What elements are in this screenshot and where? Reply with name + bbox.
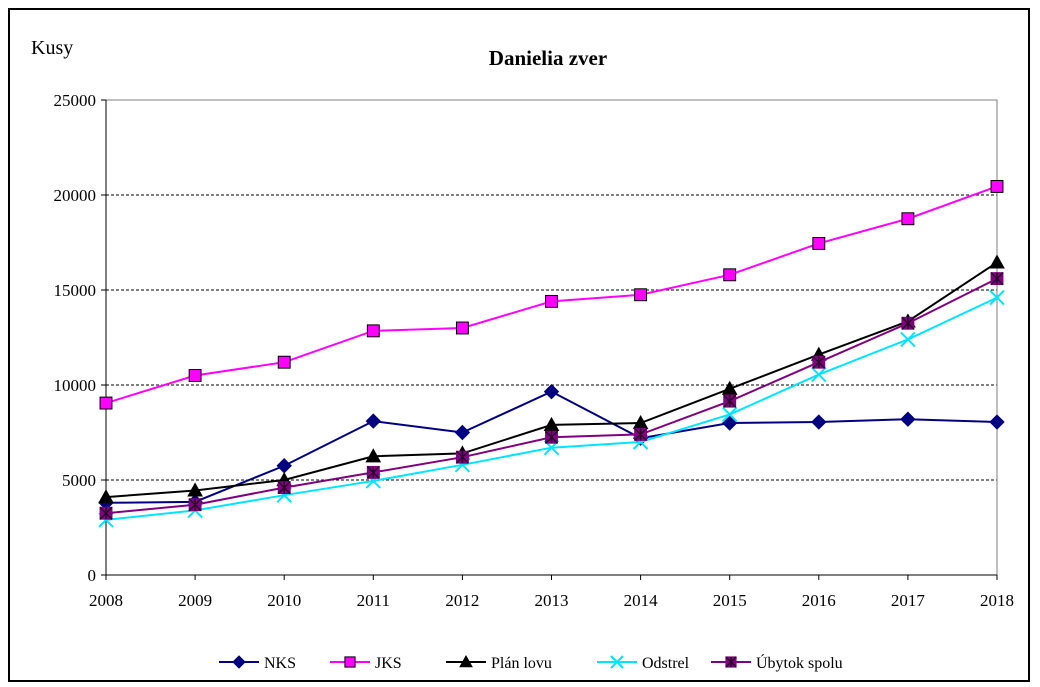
data-point <box>545 430 558 444</box>
data-point <box>365 448 382 463</box>
marker-stroke <box>811 366 827 383</box>
series-line <box>105 185 998 405</box>
data-point <box>811 414 827 430</box>
series-line <box>105 296 998 521</box>
series-pl-n-lovu <box>98 254 1005 504</box>
y-tick-label: 0 <box>88 566 97 585</box>
legend-item: Odstrel <box>597 655 690 672</box>
axes: 0 5000 10000 15000 20000 25000 2008 2009 2010 201… <box>54 91 1015 610</box>
data-point <box>366 324 380 338</box>
data-point <box>232 655 246 669</box>
x-tick-label: 2011 <box>357 591 390 610</box>
x-tick-label: 2013 <box>535 591 569 610</box>
y-tick-label: 15000 <box>54 281 97 300</box>
legend-item: Úbytok spolu <box>711 653 843 672</box>
x-tick-label: 2015 <box>713 591 747 610</box>
y-tick-label: 25000 <box>54 91 97 110</box>
data-point <box>634 288 648 302</box>
data-point <box>366 465 380 479</box>
x-tick-label: 2014 <box>624 591 659 610</box>
data-point <box>634 427 648 441</box>
chart-title: Danielia zver <box>489 46 607 70</box>
data-point <box>187 482 203 497</box>
data-point <box>276 458 292 474</box>
data-point <box>277 355 291 369</box>
data-point <box>900 331 916 348</box>
data-point <box>723 394 737 408</box>
data-point <box>725 656 737 668</box>
series--bytok-spolu <box>99 272 1004 520</box>
series-jks <box>99 180 1004 410</box>
x-tick-label: 2017 <box>891 591 926 610</box>
data-point <box>900 411 916 427</box>
data-point <box>989 254 1005 269</box>
data-point <box>990 180 1004 193</box>
data-point <box>812 355 826 369</box>
x-tick-label: 2016 <box>802 591 836 610</box>
x-tick-label: 2010 <box>267 591 301 610</box>
data-point <box>610 655 624 669</box>
x-tick-label: 2008 <box>89 591 123 610</box>
y-tick-label: 5000 <box>62 471 96 490</box>
data-point <box>723 268 737 282</box>
data-point <box>990 272 1004 286</box>
data-point <box>188 498 202 512</box>
data-point <box>455 450 469 464</box>
x-tick-label: 2009 <box>178 591 212 610</box>
legend-label: Odstrel <box>642 655 690 672</box>
series-odstrel <box>98 289 1005 528</box>
data-point <box>721 415 738 431</box>
data-point <box>989 414 1005 430</box>
data-point <box>459 654 473 668</box>
data-point <box>543 383 560 400</box>
data-point <box>989 289 1005 306</box>
series-group <box>98 180 1005 528</box>
data-point <box>455 321 469 335</box>
data-point <box>365 413 382 429</box>
data-point <box>99 396 113 410</box>
legend-item: JKS <box>330 655 402 672</box>
data-point <box>811 366 827 383</box>
data-point <box>543 416 560 431</box>
data-point <box>721 406 738 423</box>
marker-stroke <box>989 289 1005 306</box>
marker-stroke <box>610 655 624 669</box>
data-point <box>721 380 738 395</box>
data-point <box>188 369 202 382</box>
y-tick-label: 20000 <box>54 186 97 205</box>
data-point <box>901 212 915 226</box>
marker-stroke <box>900 331 916 348</box>
legend-label: JKS <box>375 655 402 672</box>
data-point <box>277 481 291 495</box>
data-point <box>99 506 113 520</box>
data-point <box>344 656 356 668</box>
legend-item: Plán lovu <box>446 654 552 672</box>
data-point <box>812 237 826 250</box>
data-point <box>98 489 114 504</box>
legend-label: Plán lovu <box>491 655 552 672</box>
data-point <box>545 294 558 308</box>
data-point <box>454 424 471 441</box>
legend-label: NKS <box>264 655 296 672</box>
y-tick-label: 10000 <box>54 376 97 395</box>
marker-stroke <box>721 406 738 423</box>
legend: NKS JKS Plán lovu Odstrel Úbytok spolu <box>219 653 843 672</box>
y-axis-label: Kusy <box>31 37 73 59</box>
x-tick-label: 2012 <box>445 591 479 610</box>
legend-label: Úbytok spolu <box>756 653 843 672</box>
data-point <box>901 316 915 330</box>
legend-item: NKS <box>219 655 296 672</box>
x-tick-label: 2018 <box>980 591 1014 610</box>
